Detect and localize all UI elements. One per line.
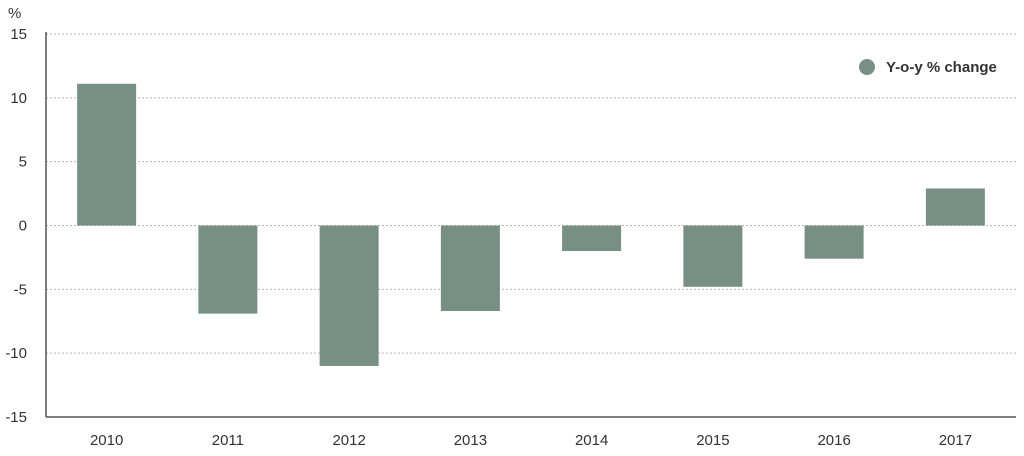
y-tick-label: -5 [14, 281, 27, 298]
x-tick-labels: 2010 2011 2012 2013 2014 2015 2016 2017 [90, 432, 972, 449]
x-tick-label: 2014 [575, 432, 608, 449]
axes: % [8, 5, 1016, 418]
bars [77, 83, 985, 366]
y-tick-label: -15 [5, 409, 27, 426]
x-tick-label: 2011 [212, 432, 244, 449]
x-tick-label: 2010 [90, 432, 123, 449]
x-tick-label: 2013 [454, 432, 487, 449]
x-tick-label: 2017 [939, 432, 972, 449]
legend-label: Y-o-y % change [886, 59, 997, 76]
x-tick-label: 2016 [817, 432, 850, 449]
x-tick-label: 2015 [696, 432, 729, 449]
legend: Y-o-y % change [859, 59, 997, 76]
y-tick-label: 10 [10, 90, 27, 107]
bar [198, 225, 258, 314]
y-tick-labels: 15 10 5 0 -5 -10 -15 [5, 26, 27, 426]
bar [440, 225, 500, 312]
bar [804, 225, 864, 259]
x-tick-label: 2012 [332, 432, 365, 449]
bar [319, 225, 379, 366]
y-tick-label: -10 [5, 345, 27, 362]
y-unit-label: % [8, 5, 21, 22]
bar [77, 83, 137, 226]
grid-lines [46, 33, 1016, 354]
y-tick-label: 0 [19, 218, 27, 235]
bar [562, 225, 622, 252]
bar [925, 188, 985, 226]
bar [683, 225, 743, 287]
y-tick-label: 5 [19, 154, 27, 171]
legend-swatch-icon [859, 59, 875, 75]
y-tick-label: 15 [10, 26, 27, 43]
